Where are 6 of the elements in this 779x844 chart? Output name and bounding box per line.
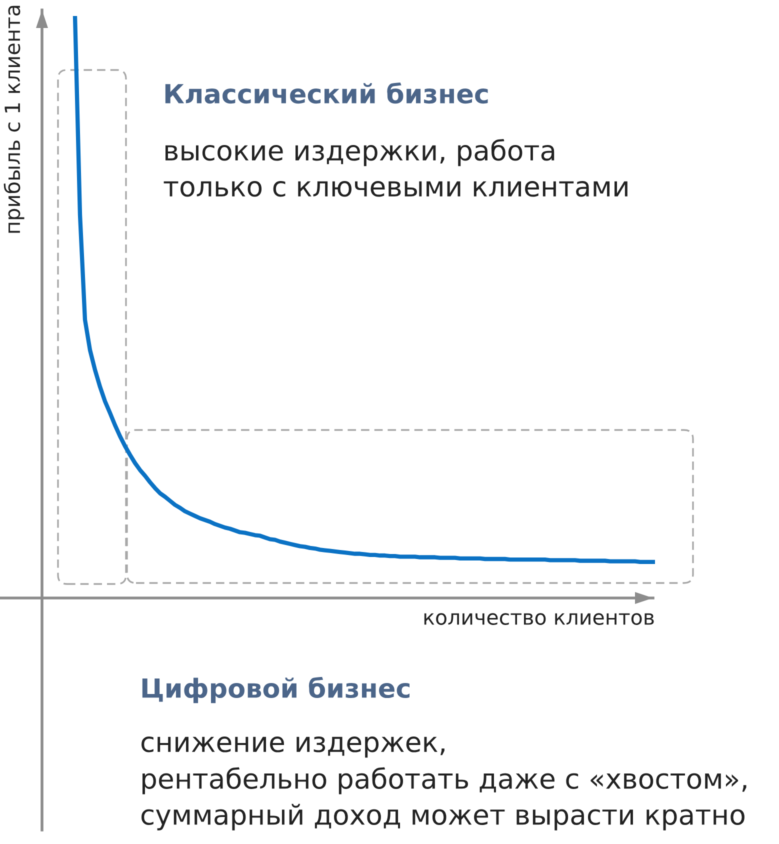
text: Цифровой бизнес bbox=[142, 676, 410, 704]
annotation: высокие издержки, работа только с ключевыми клиентами bbox=[164, 139, 628, 197]
text: снижение издержек, рентабельно работать даже с «хвостом», суммарный доход может вырасти кратно bbox=[142, 736, 746, 830]
annotation: Классический бизнес bbox=[165, 82, 488, 104]
y-axis-title: прибыль с 1 клиента bbox=[4, 6, 24, 233]
x-axis-title: количество клиентов bbox=[424, 613, 654, 625]
